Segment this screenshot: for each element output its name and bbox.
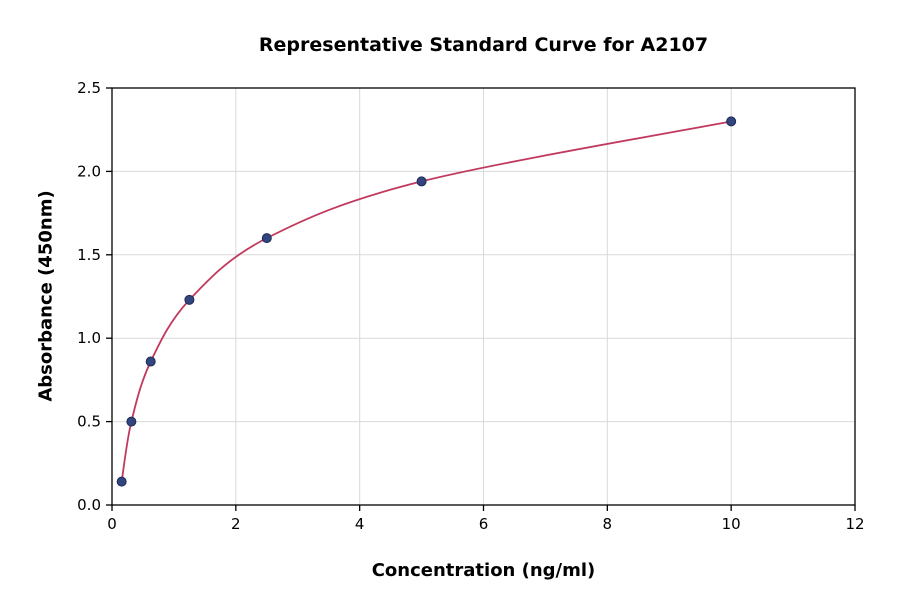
x-axis-label: Concentration (ng/ml) <box>371 560 596 581</box>
y-axis-label: Absorbance (450nm) <box>35 190 57 402</box>
y-tick-label: 1.0 <box>77 329 101 347</box>
x-tick-label: 10 <box>722 515 741 533</box>
data-point <box>145 356 156 367</box>
x-tick-label: 2 <box>231 515 241 533</box>
y-tick-label: 1.5 <box>77 246 101 264</box>
data-point <box>261 233 272 244</box>
x-tick-label: 6 <box>479 515 489 533</box>
y-tick-label: 0.0 <box>77 496 101 514</box>
fitted-curve <box>120 120 732 482</box>
x-tick-label: 0 <box>107 515 117 533</box>
y-tick-label: 2.5 <box>77 79 101 97</box>
x-tick-label: 12 <box>845 515 864 533</box>
x-tick-label: 4 <box>355 515 365 533</box>
data-point <box>416 176 427 187</box>
data-point <box>126 416 137 427</box>
data-point <box>184 294 195 305</box>
data-point <box>116 476 127 487</box>
y-tick-label: 0.5 <box>77 413 101 431</box>
y-tick-label: 2.0 <box>77 162 101 180</box>
data-point <box>726 116 737 127</box>
chart-title: Representative Standard Curve for A2107 <box>258 34 709 56</box>
x-tick-label: 8 <box>603 515 613 533</box>
